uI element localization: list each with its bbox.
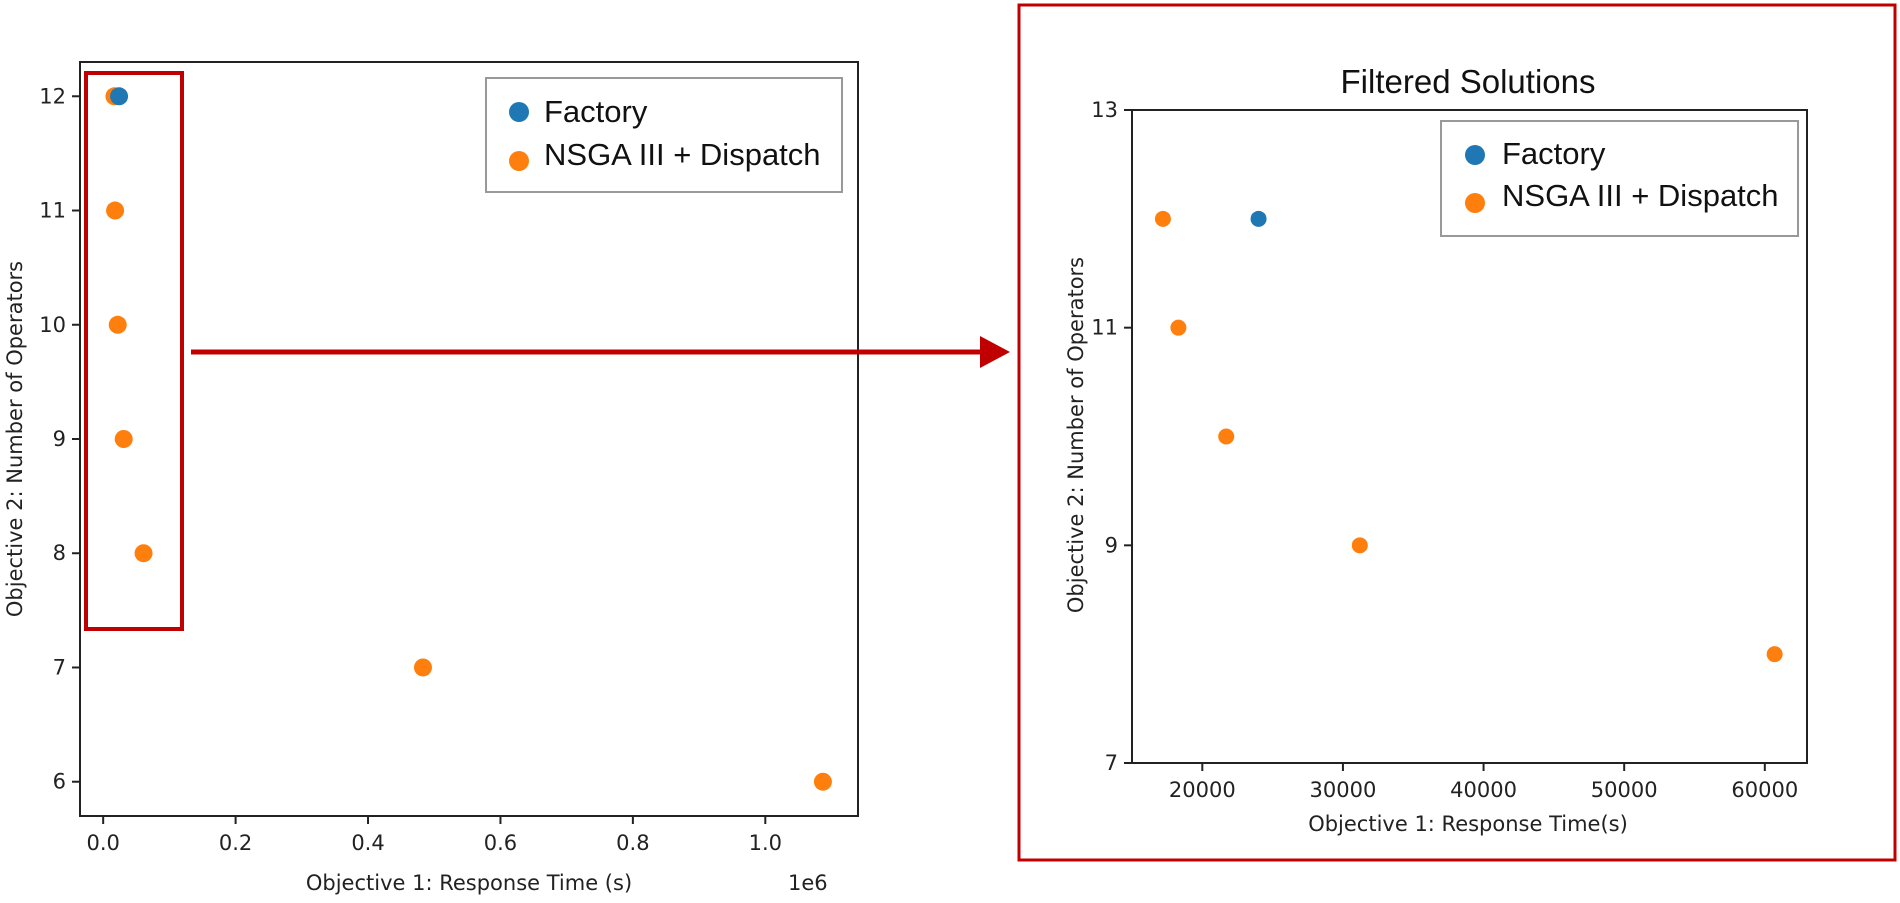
data-point-nsga [413,658,432,677]
legend-label-nsga: NSGA III + Dispatch [1502,178,1779,213]
y-tick-label: 10 [39,313,66,337]
x-axis-label: Objective 1: Response Time(s) [1308,812,1628,836]
data-point-nsga [108,315,127,334]
y-tick-label: 8 [53,541,66,565]
y-tick-label: 13 [1091,98,1118,122]
x-tick-label: 1.0 [749,831,782,855]
y-axis-label: Objective 2: Number of Operators [3,261,27,617]
data-points [1154,210,1783,663]
x-tick-label: 0.4 [351,831,384,855]
legend-marker-nsga [509,151,529,171]
y-tick-label: 7 [53,655,66,679]
y-tick-label: 9 [53,427,66,451]
legend: Factory NSGA III + Dispatch [485,77,843,193]
x-offset-text: 1e6 [788,871,828,895]
arrow-head [980,336,1010,368]
x-tick-label: 20000 [1169,778,1236,802]
x-axis-ticks: 0.0 0.2 0.4 0.6 0.8 1.0 [86,816,782,855]
legend-marker-factory [509,102,529,122]
y-tick-label: 7 [1105,751,1118,775]
chart-title: Filtered Solutions [1341,63,1596,100]
x-axis-label: Objective 1: Response Time (s) [306,871,632,895]
x-tick-label: 0.0 [86,831,119,855]
x-tick-label: 0.8 [616,831,649,855]
data-point-factory [110,87,129,106]
legend-label-factory: Factory [1502,136,1606,171]
legend-marker-factory [1465,145,1485,165]
legend-frame [1440,120,1799,237]
legend-label-nsga: NSGA III + Dispatch [544,137,821,172]
legend-frame [485,77,843,193]
highlight-box [84,71,184,631]
data-point-nsga [813,772,832,791]
data-point-factory [1250,210,1267,227]
data-point-nsga [1170,319,1187,336]
y-tick-label: 11 [1091,316,1118,340]
x-tick-label: 40000 [1450,778,1517,802]
x-tick-label: 50000 [1591,778,1658,802]
plot-area-frame [1131,109,1808,764]
scatter-chart-filtered-solutions: Filtered Solutions 20000 30000 40000 50000 6… [1064,63,1808,836]
data-points [105,87,832,791]
y-tick-label: 6 [53,770,66,794]
legend-label-factory: Factory [544,94,648,129]
data-point-nsga [1218,428,1235,445]
y-tick-label: 12 [39,84,66,108]
data-point-nsga [106,201,125,220]
legend-marker-nsga [1465,193,1485,213]
y-axis-ticks: 7 9 11 13 [1091,98,1132,775]
data-point-nsga [1766,646,1783,663]
x-tick-label: 60000 [1731,778,1798,802]
y-axis-label: Objective 2: Number of Operators [1064,257,1088,613]
data-point-nsga [134,544,153,563]
y-tick-label: 11 [39,199,66,223]
y-axis-ticks: 6 7 8 9 10 11 12 [39,84,80,794]
data-point-nsga [1154,210,1171,227]
legend: Factory NSGA III + Dispatch [1440,120,1799,237]
x-tick-label: 0.2 [219,831,252,855]
data-point-nsga [1351,537,1368,554]
y-tick-label: 9 [1105,533,1118,557]
filtered-panel-frame [1017,3,1897,862]
x-tick-label: 0.6 [484,831,517,855]
data-point-nsga [114,430,133,448]
scatter-chart-all-solutions: 0.0 0.2 0.4 0.6 0.8 1.0 6 7 8 9 10 11 12 Objective … [3,61,859,895]
x-tick-label: 30000 [1310,778,1377,802]
x-axis-ticks: 20000 30000 40000 50000 60000 [1169,763,1798,802]
